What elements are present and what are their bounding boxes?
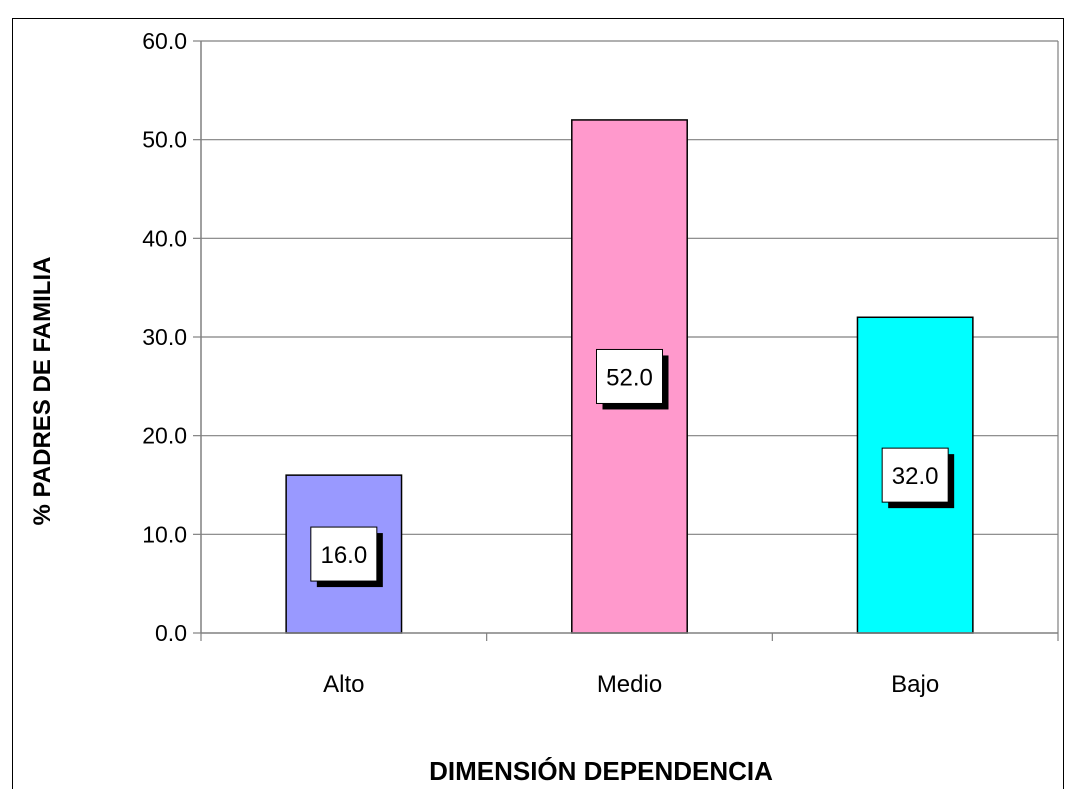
y-tick-label: 20.0 — [142, 423, 187, 449]
y-tick-label: 30.0 — [142, 324, 187, 350]
data-label: 52.0 — [606, 364, 653, 391]
y-tick-label: 40.0 — [142, 225, 187, 251]
x-tick-label: Medio — [597, 671, 662, 698]
data-label-box — [310, 526, 378, 582]
x-tick-label: Alto — [323, 671, 364, 698]
x-tick-label: Bajo — [891, 671, 939, 698]
data-label: 16.0 — [320, 542, 367, 569]
x-axis-title: DIMENSIÓN DEPENDENCIA — [429, 756, 773, 786]
y-tick-label: 0.0 — [155, 620, 187, 646]
data-label-box — [596, 348, 663, 404]
y-tick-label: 60.0 — [142, 28, 187, 54]
y-tick-label: 50.0 — [142, 127, 187, 153]
data-label: 32.0 — [892, 463, 939, 490]
data-label-box — [881, 447, 949, 503]
axes: 0.0 10.0 20.0 30.0 40.0 50.0 60.0 Alto Medio Bajo — [142, 28, 1059, 698]
data-labels: 16.0 52.0 32.0 — [310, 348, 955, 588]
y-axis-title: % PADRES DE FAMILIA — [29, 257, 56, 526]
y-tick-label: 10.0 — [142, 521, 187, 547]
